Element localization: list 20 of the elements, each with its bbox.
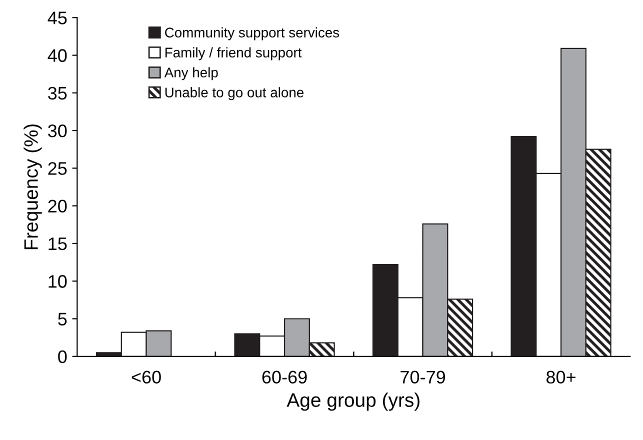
legend-label: Any help (164, 67, 218, 80)
y-tick-label: 35 (48, 86, 67, 100)
y-tick-label: 25 (48, 162, 67, 175)
legend-label: Family / friend support (165, 47, 302, 60)
y-tick-label: 20 (48, 200, 67, 213)
y-tick-label: 40 (48, 49, 67, 62)
y-axis-title: Frequency (%) (24, 124, 42, 250)
x-axis-title: Age group (yrs) (286, 392, 420, 411)
y-tick-label: 10 (48, 275, 67, 288)
x-tick-label: 80+ (546, 370, 576, 384)
y-tick-label: 5 (58, 312, 67, 326)
x-tick-label: 60-69 (262, 370, 307, 384)
y-tick-label: 45 (48, 12, 67, 24)
x-tick-label: <60 (132, 370, 161, 384)
y-tick-label: 15 (48, 238, 67, 250)
legend-label: Unable to go out alone (165, 87, 304, 100)
y-tick-label: 30 (48, 124, 67, 138)
x-tick-label: 70-79 (400, 370, 446, 384)
y-tick-label: 0 (58, 350, 67, 364)
legend-label: Community support services (165, 27, 340, 40)
